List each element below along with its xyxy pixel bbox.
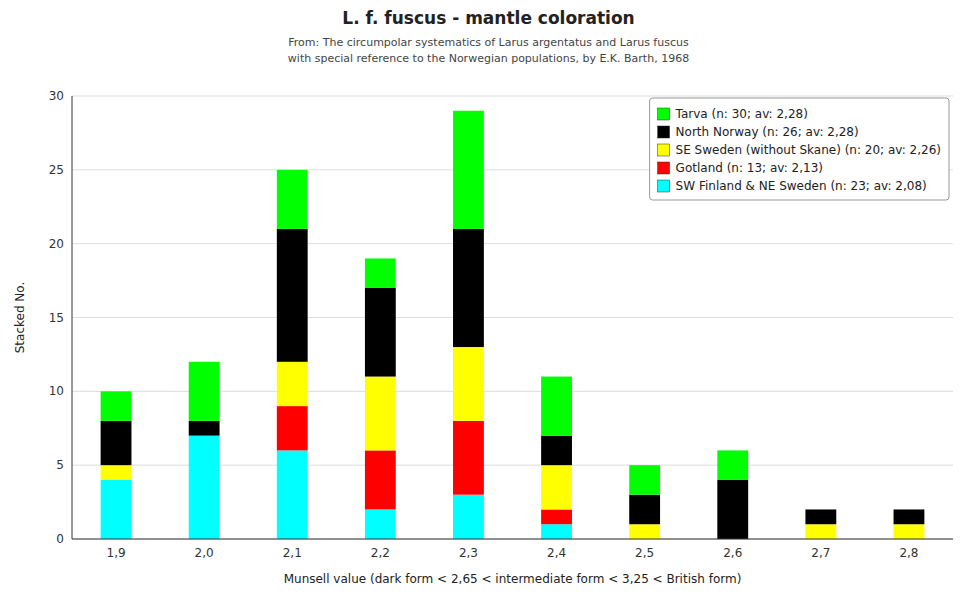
x-tick-label: 2,1 [283, 546, 302, 560]
bar-segment [541, 465, 572, 509]
y-tick-label: 10 [49, 384, 64, 398]
legend: Tarva (n: 30; av: 2,28) North Norway (n: … [650, 98, 949, 200]
legend-label: North Norway (n: 26; av: 2,28) [676, 125, 859, 139]
x-axis-line [72, 539, 953, 540]
x-tick-label: 2,6 [723, 546, 742, 560]
bar-segment [629, 524, 660, 539]
bar-segment [189, 421, 220, 436]
bar-segment [453, 347, 484, 421]
bar-segment [894, 509, 925, 510]
legend-swatch [658, 180, 670, 192]
y-axis: 0 5 10 15 20 25 30 [49, 89, 953, 546]
x-axis: 1,9 2,0 2,1 2,2 2,3 2,4 2,5 2,6 2,7 2,8 [107, 546, 919, 560]
bar-segment [541, 509, 572, 524]
bar-segment [365, 258, 396, 288]
legend-swatch [658, 108, 670, 120]
legend-label: SW Finland & NE Sweden (n: 23; av: 2,08) [676, 179, 927, 193]
bar-segment [717, 480, 748, 539]
bar-segment [101, 465, 132, 480]
bar-segment [101, 480, 132, 539]
bar-segment [277, 170, 308, 229]
bar-segment [101, 421, 132, 465]
bar-segment [101, 391, 132, 421]
bar-segment [189, 362, 220, 421]
subtitle: From: The circumpolar systematics of Lar… [288, 36, 689, 49]
y-axis-label: Stacked No. [13, 282, 27, 354]
series [101, 347, 925, 539]
series [101, 229, 925, 539]
grid-line [72, 96, 953, 97]
x-tick-label: 2,3 [459, 546, 478, 560]
bar-segment [541, 524, 572, 539]
bar-segment [894, 509, 925, 524]
y-tick-label: 30 [49, 89, 64, 103]
y-tick-label: 25 [49, 163, 64, 177]
bar-segment [717, 450, 748, 480]
bar-segment [453, 421, 484, 495]
bar-segment [805, 509, 836, 524]
x-tick-label: 2,7 [811, 546, 830, 560]
y-tick-label: 5 [56, 458, 64, 472]
bar-segment [805, 509, 836, 510]
bar-segment [365, 450, 396, 509]
bar-segment [365, 509, 396, 539]
subtitle: with special reference to the Norwegian … [288, 52, 689, 65]
grid-line [72, 317, 953, 318]
bar-segment [541, 436, 572, 466]
y-tick-label: 20 [49, 237, 64, 251]
bar-segment [277, 362, 308, 406]
legend-label: Gotland (n: 13; av: 2,13) [676, 161, 823, 175]
legend-swatch [658, 162, 670, 174]
bar-segment [277, 450, 308, 539]
x-tick-label: 2,8 [899, 546, 918, 560]
grid-line [72, 539, 953, 540]
x-tick-label: 2,0 [195, 546, 214, 560]
series [277, 406, 572, 524]
series [101, 436, 572, 539]
y-tick-label: 0 [56, 532, 64, 546]
bar-segment [189, 436, 220, 539]
x-tick-label: 2,4 [547, 546, 566, 560]
x-tick-label: 2,5 [635, 546, 654, 560]
x-tick-label: 1,9 [107, 546, 126, 560]
title: L. f. fuscus - mantle coloration [342, 8, 634, 28]
x-tick-label: 2,2 [371, 546, 390, 560]
bar-segment [277, 406, 308, 450]
legend-label: Tarva (n: 30; av: 2,28) [675, 107, 808, 121]
legend-swatch [658, 126, 670, 138]
bar-segment [894, 524, 925, 539]
bar-segment [365, 377, 396, 451]
bar-segment [453, 495, 484, 539]
bar-segment [629, 465, 660, 495]
y-axis-line [72, 96, 73, 539]
grid-line [72, 243, 953, 244]
y-tick-label: 15 [49, 311, 64, 325]
bar-segment [805, 524, 836, 539]
bar-segment [365, 288, 396, 377]
bar-segment [629, 495, 660, 525]
bar-segment [541, 377, 572, 436]
bar-segment [453, 111, 484, 229]
legend-label: SE Sweden (without Skane) (n: 20; av: 2,… [676, 143, 941, 157]
background [0, 0, 977, 601]
chart: L. f. fuscus - mantle coloration From: Th… [0, 0, 977, 601]
bar-segment [453, 229, 484, 347]
legend-swatch [658, 144, 670, 156]
x-axis-label: Munsell value (dark form < 2,65 < interm… [284, 572, 742, 586]
bar-segment [277, 229, 308, 362]
legend-box [650, 98, 949, 200]
